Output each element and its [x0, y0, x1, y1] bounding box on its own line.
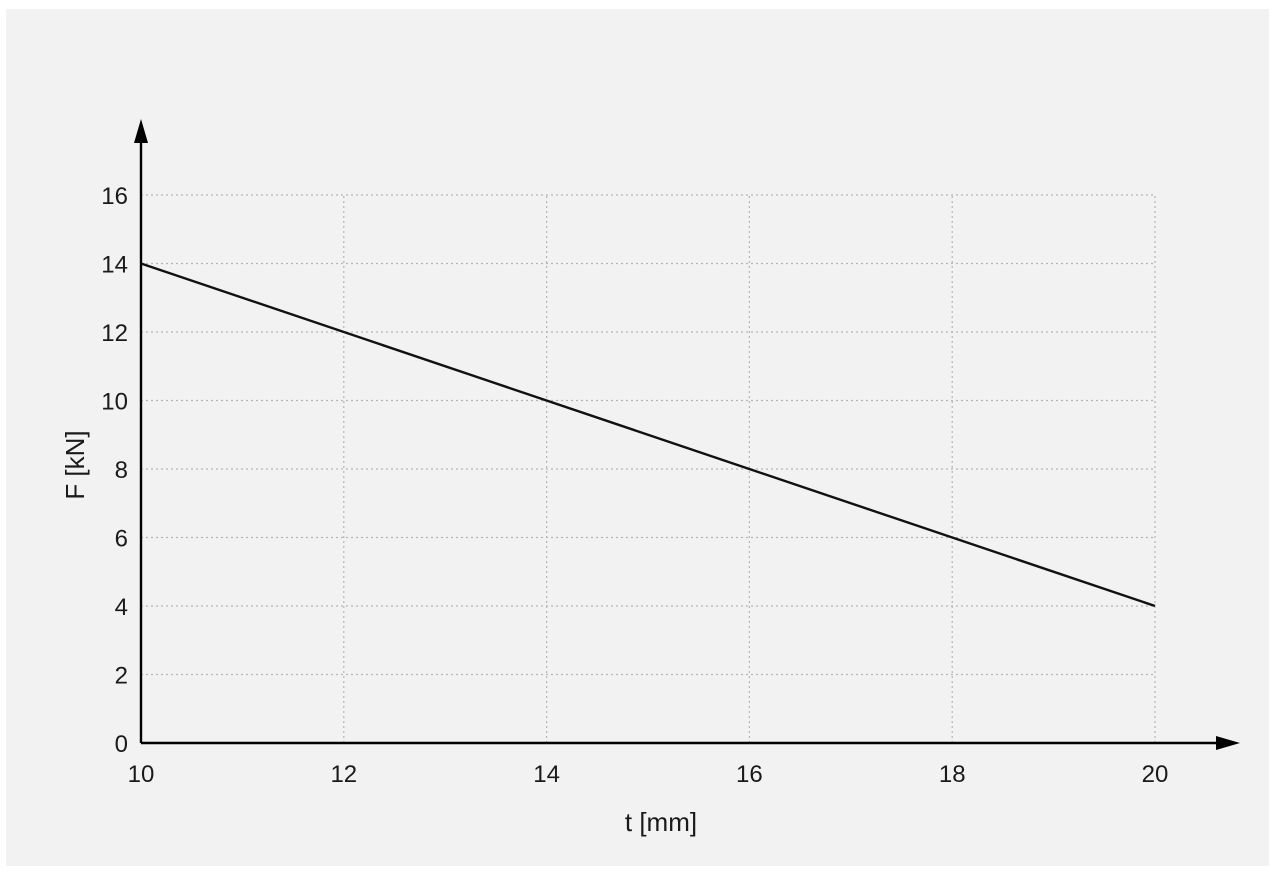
y-axis-arrowhead	[134, 119, 148, 143]
y-tick-label-14: 14	[101, 252, 128, 279]
x-tick-label-20: 20	[1142, 761, 1169, 788]
y-tick-label-0: 0	[115, 731, 128, 758]
x-tick-labels: 10 12 14 16 18 20	[128, 761, 1169, 788]
y-tick-label-16: 16	[101, 183, 128, 210]
series-line-0	[140, 262, 1156, 608]
y-tick-label-6: 6	[115, 526, 128, 553]
y-tick-label-2: 2	[115, 663, 128, 690]
series-group	[140, 262, 1156, 608]
x-tick-label-18: 18	[939, 761, 966, 788]
y-tick-label-12: 12	[101, 320, 128, 347]
chart-background	[6, 9, 1269, 866]
x-axis-label: t [mm]	[625, 807, 697, 837]
x-tick-label-12: 12	[330, 761, 357, 788]
y-tick-label-4: 4	[115, 594, 128, 621]
axes	[134, 119, 1240, 750]
y-tick-label-10: 10	[101, 389, 128, 416]
x-axis-arrowhead	[1216, 736, 1240, 750]
x-tick-label-14: 14	[533, 761, 560, 788]
x-tick-label-16: 16	[736, 761, 763, 788]
y-axis-label: F [kN]	[60, 430, 90, 499]
y-tick-labels: 0 2 4 6 8 10 12 14 16	[101, 183, 128, 758]
grid-lines	[141, 194, 1156, 743]
x-tick-label-10: 10	[128, 761, 155, 788]
y-tick-label-8: 8	[115, 457, 128, 484]
